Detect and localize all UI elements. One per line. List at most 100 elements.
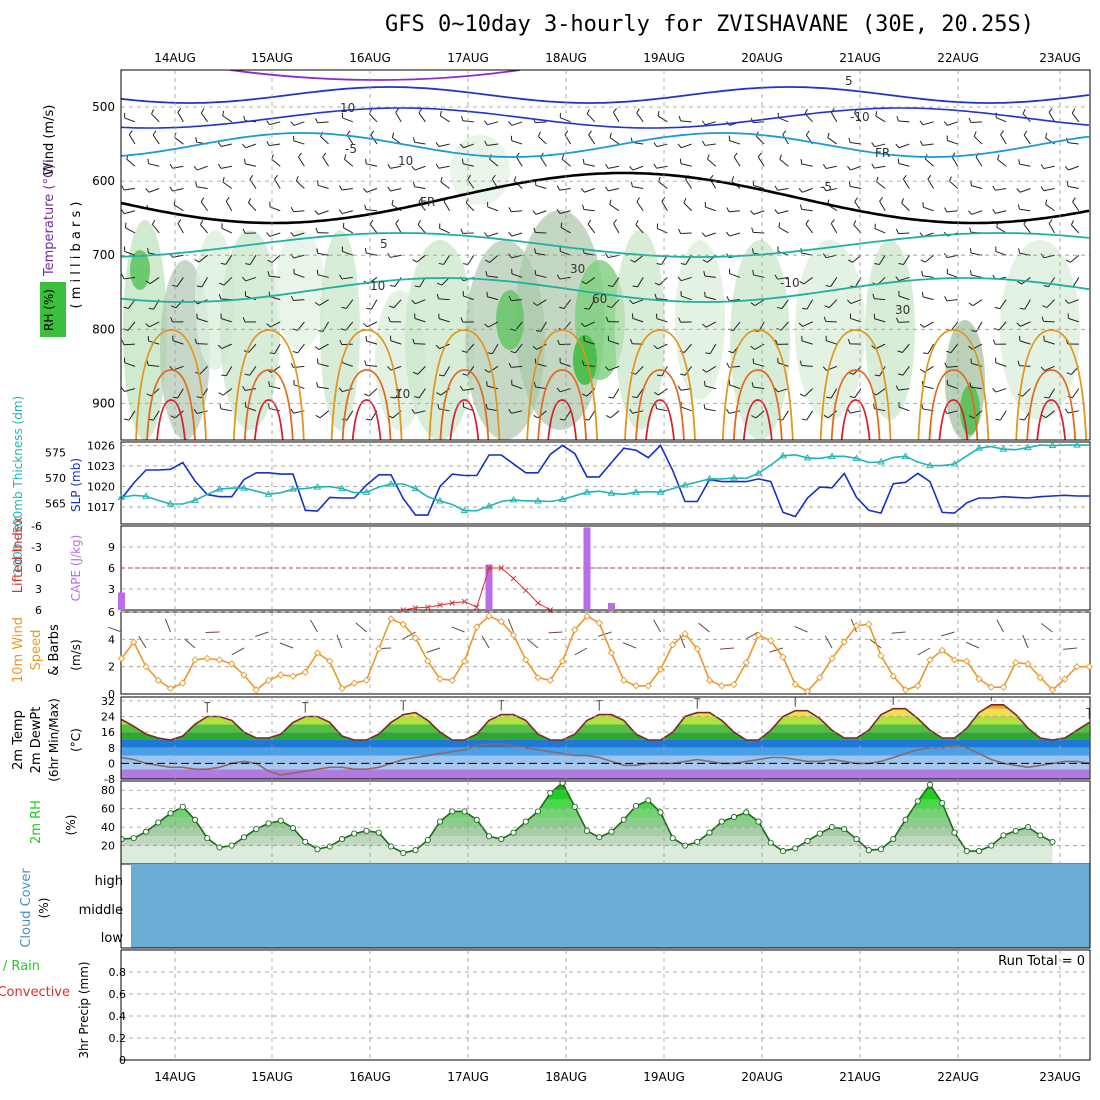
- rh2m-point: [277, 817, 284, 824]
- wind-barb-flag: [871, 163, 875, 169]
- temp-contour-20: [732, 369, 783, 440]
- cape-label: CAPE (J/kg): [69, 535, 83, 602]
- wind-barb: [225, 366, 233, 377]
- rh-band: [121, 836, 1090, 846]
- wind-barb: [548, 631, 563, 634]
- wind-barb-flag: [290, 362, 294, 368]
- contour-label: -10: [850, 110, 870, 124]
- wind-barb: [173, 204, 184, 212]
- wind-barb-flag: [992, 209, 996, 214]
- temp-contour-10: [121, 277, 1090, 303]
- wind-barb: [875, 115, 886, 123]
- wind10m-point: [767, 637, 775, 645]
- li-tick: 3: [35, 583, 42, 596]
- wind-barb: [632, 186, 644, 190]
- wind-barb: [801, 208, 813, 212]
- wind-barb-flag: [222, 110, 225, 116]
- wind-barb: [393, 299, 402, 309]
- wind-barb-flag: [751, 382, 754, 388]
- thickness-line: [121, 444, 1090, 512]
- wind-barb-flag: [146, 393, 152, 397]
- wind-barb: [753, 274, 765, 278]
- wind-barb: [1048, 223, 1056, 234]
- wind-barb: [418, 112, 426, 123]
- temp-band: [121, 732, 1090, 740]
- wind-barb: [874, 165, 886, 169]
- wind10m-point: [277, 671, 285, 679]
- wind-barb: [1068, 165, 1079, 171]
- wind-barb: [635, 224, 644, 234]
- slp-label: SLP (mb): [69, 458, 83, 512]
- wind-barb: [439, 227, 450, 234]
- wind-barb: [637, 277, 644, 288]
- wind-barb: [462, 163, 474, 167]
- wind-barb-flag: [897, 350, 903, 354]
- wind10m-point: [1061, 675, 1069, 683]
- wind-barb-flag: [1065, 259, 1071, 263]
- wind-barb: [656, 298, 668, 301]
- wind-barb-flag: [782, 130, 787, 135]
- rh2m-point: [461, 808, 468, 815]
- thickness-point: [215, 485, 224, 492]
- wind-barb-flag: [485, 259, 490, 263]
- wind-barb-flag: [340, 328, 346, 331]
- wind-barb: [443, 201, 451, 211]
- wind-contour-10b: [121, 107, 1090, 129]
- wind-barb: [612, 277, 620, 287]
- cloud-cover-panel: high middle low Cloud Cover (%): [19, 864, 1091, 949]
- wind-barb-flag: [532, 210, 537, 215]
- wind10m-point: [411, 634, 420, 642]
- wind-barb-flag: [875, 111, 878, 117]
- temp-contour-15: [1015, 329, 1088, 440]
- wind-barb: [417, 224, 426, 234]
- wind-barb-flag: [604, 366, 610, 371]
- wind-barb: [560, 250, 571, 256]
- wind-barb: [511, 410, 523, 414]
- wind-barb: [366, 340, 378, 345]
- wind-barb-flag: [629, 299, 634, 304]
- wind-barb: [804, 388, 813, 397]
- date-label-bottom: 17AUG: [447, 1070, 489, 1084]
- rh-label-1: 2m RH: [29, 800, 44, 844]
- wind-barb: [196, 318, 208, 323]
- li-tick: 6: [35, 604, 42, 617]
- wind-barb-flag: [193, 165, 198, 171]
- wind-barb-flag: [390, 396, 396, 399]
- thickness-point: [411, 484, 420, 492]
- wind-barb-flag: [799, 393, 805, 397]
- thickness-point: [583, 488, 591, 495]
- wind-barb-flag: [946, 350, 952, 354]
- wind-barb-flag: [992, 339, 996, 345]
- wind-barb: [946, 365, 958, 368]
- wind-barb: [535, 231, 547, 234]
- wind-barb-flag: [679, 158, 682, 164]
- wind-barb: [344, 158, 354, 167]
- wind-barb: [924, 254, 934, 263]
- wind-barb: [803, 277, 813, 285]
- wind10m-point: [338, 684, 346, 693]
- wind10m-point: [938, 646, 946, 654]
- wind-barb: [947, 273, 958, 278]
- wind-barb-flag: [606, 305, 612, 309]
- wind10m-point: [705, 676, 714, 684]
- wind-barb: [1024, 299, 1031, 310]
- temp-contour-15: [428, 329, 501, 440]
- wind-barb: [1045, 410, 1055, 419]
- wind-barb-flag: [290, 206, 294, 212]
- wind-barb: [1019, 340, 1031, 345]
- wind10m-point: [191, 656, 199, 664]
- wind-barb-flag: [873, 403, 875, 409]
- wind-barb-flag: [1071, 108, 1076, 114]
- rh2m-point: [620, 816, 627, 823]
- wind-barb: [172, 340, 184, 345]
- wind-barb-flag: [534, 269, 537, 275]
- wind-barb-flag: [895, 228, 899, 234]
- wind-barb-flag: [895, 143, 900, 149]
- wind-barb-flag: [822, 253, 827, 258]
- wind-barb: [1019, 163, 1031, 167]
- wind-barb: [369, 223, 378, 234]
- wind10m-point: [656, 665, 665, 674]
- wind-barb: [269, 296, 281, 301]
- wind-barb: [585, 277, 596, 285]
- wind-barb-flag: [395, 219, 400, 224]
